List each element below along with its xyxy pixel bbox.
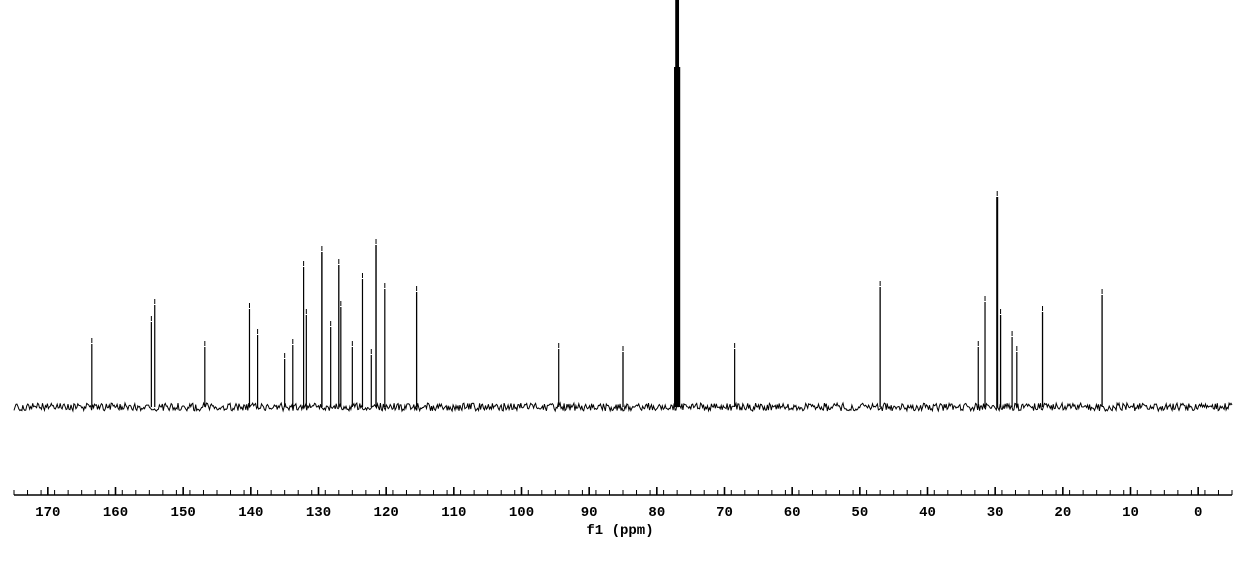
peak: [734, 349, 735, 407]
peak: [306, 315, 307, 407]
peak: [375, 245, 376, 407]
peak: [340, 307, 341, 407]
x-tick-label: 90: [581, 505, 598, 521]
peak: [338, 265, 339, 407]
peak: [249, 309, 250, 407]
x-tick-label: 50: [851, 505, 868, 521]
x-axis: 1701601501401301201101009080706050403020…: [14, 487, 1232, 539]
peak: [622, 352, 623, 407]
x-tick-label: 160: [103, 505, 128, 521]
peak: [154, 305, 155, 407]
peaks-group: [91, 0, 1103, 407]
peak: [996, 197, 998, 407]
x-tick-label: 140: [238, 505, 263, 521]
peak: [1000, 315, 1001, 407]
peak: [558, 349, 559, 407]
peak: [1101, 295, 1102, 407]
x-tick-label: 80: [648, 505, 665, 521]
peak: [151, 322, 152, 407]
x-tick-label: 170: [35, 505, 60, 521]
peak: [371, 355, 372, 407]
x-tick-label: 20: [1054, 505, 1071, 521]
peak: [284, 359, 285, 407]
x-tick-label: 30: [987, 505, 1004, 521]
peak: [321, 252, 322, 407]
x-tick-label: 110: [441, 505, 466, 521]
x-axis-label: f1 (ppm): [586, 523, 653, 539]
peak: [330, 327, 331, 407]
peak: [91, 344, 92, 407]
peak: [292, 345, 293, 407]
solvent-peak-shoulder: [679, 67, 681, 407]
x-tick-label: 100: [509, 505, 534, 521]
nmr-spectrum-plot: 1701601501401301201101009080706050403020…: [0, 0, 1240, 561]
x-tick-label: 130: [306, 505, 331, 521]
x-tick-label: 120: [374, 505, 399, 521]
peak: [362, 279, 363, 407]
solvent-peak: [675, 0, 679, 407]
peak: [352, 347, 353, 407]
peak: [384, 289, 385, 407]
solvent-peak-shoulder: [674, 67, 676, 407]
peak: [879, 287, 880, 407]
x-tick-label: 60: [784, 505, 801, 521]
peak: [204, 347, 205, 407]
peak: [984, 302, 985, 407]
x-tick-label: 10: [1122, 505, 1139, 521]
peak: [416, 292, 417, 407]
peak: [257, 335, 258, 407]
peak: [1016, 352, 1017, 407]
peak: [1042, 312, 1043, 407]
x-tick-label: 40: [919, 505, 936, 521]
x-tick-label: 0: [1194, 505, 1202, 521]
peak: [978, 347, 979, 407]
x-tick-label: 70: [716, 505, 733, 521]
x-tick-label: 150: [171, 505, 196, 521]
peak: [1011, 337, 1012, 407]
peak: [303, 267, 304, 407]
